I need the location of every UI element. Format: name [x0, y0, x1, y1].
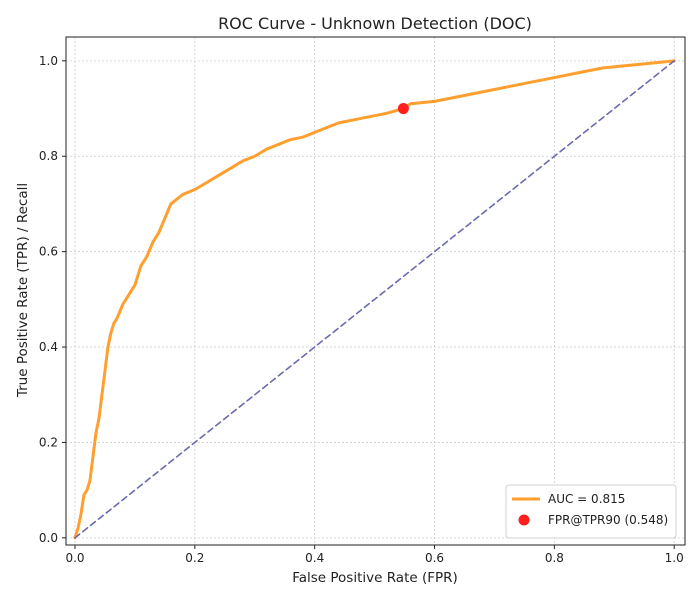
plot-area: [65, 36, 686, 546]
x-tick-label: 0.8: [545, 551, 564, 565]
x-tick-label: 0.6: [425, 551, 444, 565]
x-tick-label: 0.4: [305, 551, 324, 565]
x-axis-label: False Positive Rate (FPR): [292, 570, 458, 586]
legend-box: [505, 484, 677, 539]
y-axis-label: True Positive Rate (TPR) / Recall: [15, 183, 31, 398]
y-tick-label: 0.6: [39, 245, 58, 259]
chart-title: ROC Curve - Unknown Detection (DOC): [218, 14, 532, 33]
legend-fpr-marker: [518, 514, 530, 526]
y-tick-label: 0.4: [39, 340, 58, 354]
y-tick-label: 0.8: [39, 149, 58, 163]
legend-auc-label: AUC = 0.815: [548, 492, 625, 506]
grid-layer: [66, 37, 685, 545]
fpr-at-tpr90-point: [397, 103, 409, 115]
y-tick-label: 0.0: [39, 531, 58, 545]
legend-fpr-label: FPR@TPR90 (0.548): [548, 513, 668, 527]
y-tick-label: 0.2: [39, 435, 58, 449]
y-tick-label: 1.0: [39, 54, 58, 68]
legend: AUC = 0.815 FPR@TPR90 (0.548): [505, 484, 677, 539]
x-tick-label: 0.0: [65, 551, 84, 565]
x-tick-label: 1.0: [665, 551, 684, 565]
x-tick-label: 0.2: [185, 551, 204, 565]
axis-ticks: 0.0 0.2 0.4 0.6 0.8 1.0 0.0 0.2 0.4 0.6 0.8 1.0: [39, 54, 684, 565]
chance-diagonal-line: [74, 60, 676, 539]
series-layer: [73, 59, 676, 540]
roc-curve-line: [73, 59, 676, 540]
